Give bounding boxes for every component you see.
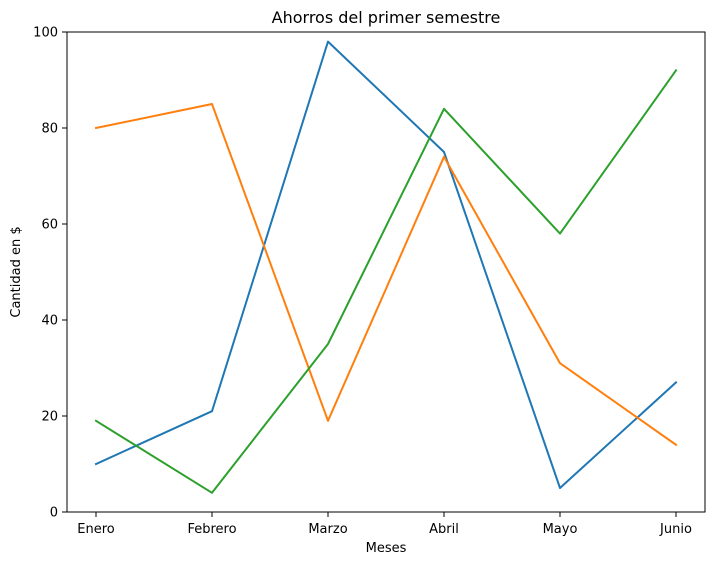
y-axis-title: Cantidad en $ xyxy=(9,226,24,317)
series-layer xyxy=(94,40,678,494)
x-tick-label: Junio xyxy=(659,522,692,537)
x-tick-label: Abril xyxy=(429,522,459,537)
x-tick-label: Mayo xyxy=(543,522,578,537)
x-axis: Enero Febrero Marzo Abril Mayo Junio xyxy=(77,512,692,537)
y-axis: 0 20 40 60 80 100 xyxy=(33,26,67,521)
x-axis-title: Meses xyxy=(366,541,407,556)
plot-frame xyxy=(66,31,706,513)
y-tick-label: 20 xyxy=(41,410,58,425)
x-tick-label: Febrero xyxy=(187,522,236,537)
series-line-2 xyxy=(94,103,678,447)
x-tick-label: Marzo xyxy=(308,522,347,537)
y-tick-label: 0 xyxy=(50,506,58,521)
chart-title: Ahorros del primer semestre xyxy=(272,8,501,27)
series-line-1 xyxy=(94,40,678,489)
y-tick-label: 80 xyxy=(41,122,58,137)
x-tick-label: Enero xyxy=(77,522,115,537)
y-tick-label: 100 xyxy=(33,26,58,41)
series-line-3 xyxy=(94,69,678,494)
y-tick-label: 40 xyxy=(41,314,58,329)
y-tick-label: 60 xyxy=(41,218,58,233)
